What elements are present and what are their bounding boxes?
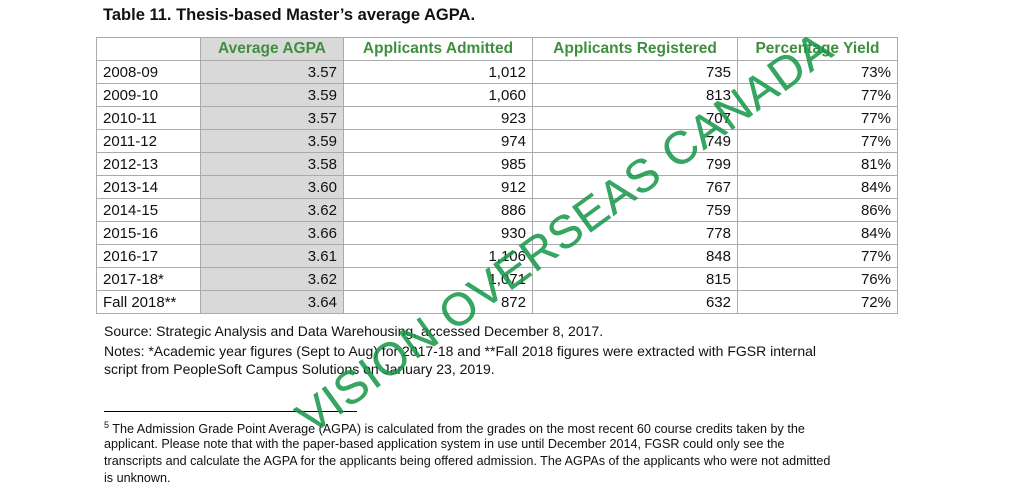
table-title: Table 11. Thesis-based Master’s average … <box>103 6 476 24</box>
table-cell: 767 <box>532 175 738 199</box>
table-row: 2015-16 3.66 930 778 84% <box>96 221 898 245</box>
table-cell: 72% <box>737 290 898 314</box>
table-cell: 930 <box>343 221 533 245</box>
footnote-marker: 5 <box>104 420 110 430</box>
table-cell: 3.66 <box>200 221 344 245</box>
table-cell: 923 <box>343 106 533 130</box>
table-cell: 2009-10 <box>96 83 201 107</box>
column-header: Applicants Admitted <box>343 37 533 61</box>
table-cell: 2015-16 <box>96 221 201 245</box>
table-cell: 799 <box>532 152 738 176</box>
table-cell: 3.58 <box>200 152 344 176</box>
table-cell: 76% <box>737 267 898 291</box>
table-cell: 848 <box>532 244 738 268</box>
table-cell: 73% <box>737 60 898 84</box>
footnote-text: applicant. Please note that with the pap… <box>104 437 785 451</box>
footnote-line: is unknown. <box>104 471 171 485</box>
table-body: 2008-09 3.57 1,012 735 73% 2009-10 3.59 1,060 81… <box>96 60 898 314</box>
table-cell: 1,060 <box>343 83 533 107</box>
table-cell: 3.61 <box>200 244 344 268</box>
table-cell: 3.59 <box>200 129 344 153</box>
notes-line: script from PeopleSoft Campus Solutions … <box>104 361 495 377</box>
table-cell: 3.64 <box>200 290 344 314</box>
table-cell: 632 <box>532 290 738 314</box>
table-row: 2013-14 3.60 912 767 84% <box>96 175 898 199</box>
table-row: Fall 2018** 3.64 872 632 72% <box>96 290 898 314</box>
table-cell: 3.60 <box>200 175 344 199</box>
table-cell: 815 <box>532 267 738 291</box>
table-cell: 985 <box>343 152 533 176</box>
footnote-rule <box>104 411 357 412</box>
table-cell: Fall 2018** <box>96 290 201 314</box>
data-table: Average AGPA Applicants Admitted Applicant… <box>96 37 898 314</box>
table-row: 2012-13 3.58 985 799 81% <box>96 152 898 176</box>
table-cell: 2012-13 <box>96 152 201 176</box>
footnote-line: transcripts and calculate the AGPA for t… <box>104 454 830 468</box>
table-cell: 2017-18* <box>96 267 201 291</box>
table-cell: 2013-14 <box>96 175 201 199</box>
footnote-text: transcripts and calculate the AGPA for t… <box>104 454 831 468</box>
source-note: Source: Strategic Analysis and Data Ware… <box>104 323 604 339</box>
column-header: Average AGPA <box>200 37 344 61</box>
table-cell: 974 <box>343 129 533 153</box>
column-header: Percentage Yield <box>737 37 898 61</box>
table-cell: 77% <box>737 244 898 268</box>
table-cell: 84% <box>737 221 898 245</box>
column-header: Applicants Registered <box>532 37 738 61</box>
table-cell: 3.62 <box>200 267 344 291</box>
table-cell: 1,012 <box>343 60 533 84</box>
table-cell: 2008-09 <box>96 60 201 84</box>
table-cell: 2011-12 <box>96 129 201 153</box>
footnote-text: The Admission Grade Point Average (AGPA)… <box>112 422 805 437</box>
table-cell: 3.59 <box>200 83 344 107</box>
table-cell: 707 <box>532 106 738 130</box>
table-cell: 86% <box>737 198 898 222</box>
table-cell: 3.57 <box>200 106 344 130</box>
notes-line: Notes: *Academic year figures (Sept to A… <box>104 343 817 359</box>
table-cell: 84% <box>737 175 898 199</box>
table-cell: 2016-17 <box>96 244 201 268</box>
table-row: 2010-11 3.57 923 707 77% <box>96 106 898 130</box>
table-cell: 872 <box>343 290 533 314</box>
table-cell: 2010-11 <box>96 106 201 130</box>
footnote-line: applicant. Please note that with the pap… <box>104 437 784 451</box>
table-cell: 77% <box>737 129 898 153</box>
table-cell: 3.57 <box>200 60 344 84</box>
table-cell: 886 <box>343 198 533 222</box>
footnote-line: 5 The Admission Grade Point Average (AGP… <box>104 420 805 436</box>
header-row: Average AGPA Applicants Admitted Applicant… <box>96 37 898 61</box>
table-row: 2016-17 3.61 1,106 848 77% <box>96 244 898 268</box>
table-row: 2014-15 3.62 886 759 86% <box>96 198 898 222</box>
table-cell: 81% <box>737 152 898 176</box>
table-row: 2011-12 3.59 974 749 77% <box>96 129 898 153</box>
table-cell: 749 <box>532 129 738 153</box>
corner-cell <box>96 37 201 61</box>
footnote-text: is unknown. <box>104 471 171 485</box>
table-cell: 3.62 <box>200 198 344 222</box>
table-cell: 735 <box>532 60 738 84</box>
table-cell: 2014-15 <box>96 198 201 222</box>
table-cell: 912 <box>343 175 533 199</box>
